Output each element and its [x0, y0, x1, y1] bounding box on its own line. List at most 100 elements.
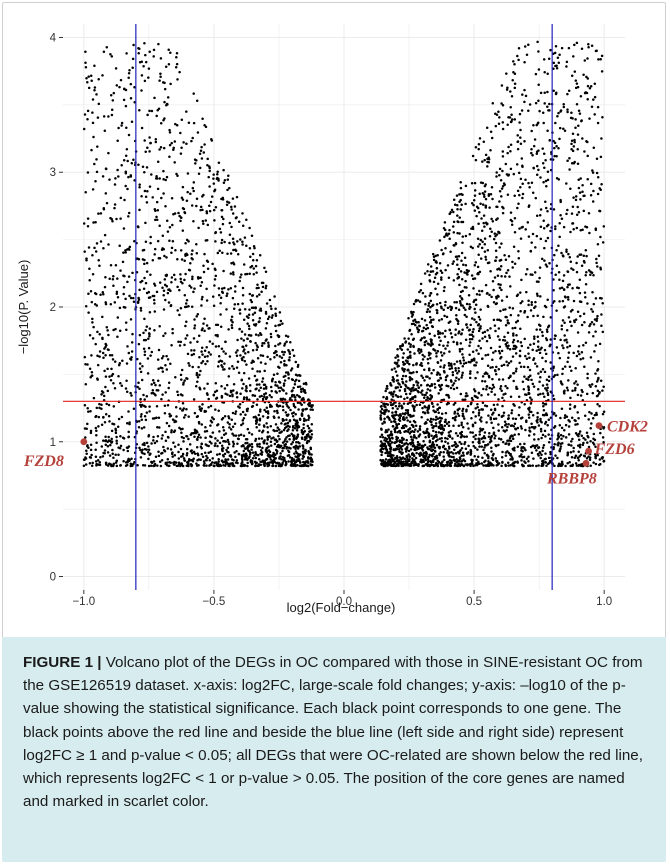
- gene-point: [601, 330, 605, 334]
- gene-point: [283, 359, 286, 363]
- gene-point: [541, 384, 545, 387]
- gene-point: [575, 41, 579, 45]
- gene-point: [509, 439, 513, 443]
- gene-point: [594, 372, 597, 375]
- gene-point: [490, 387, 494, 391]
- gene-point: [391, 424, 395, 428]
- gene-point: [576, 310, 580, 313]
- gene-point: [493, 232, 497, 235]
- gene-point: [549, 361, 552, 364]
- gene-point: [107, 414, 111, 418]
- gene-point: [586, 154, 589, 158]
- gene-point: [479, 257, 483, 260]
- gene-point: [520, 446, 523, 449]
- gene-point: [214, 333, 218, 337]
- gene-point: [287, 406, 291, 409]
- gene-point: [166, 358, 170, 361]
- gene-point: [246, 322, 249, 325]
- gene-point: [166, 291, 170, 295]
- gene-point: [270, 307, 273, 311]
- gene-point: [239, 433, 243, 436]
- gene-point: [165, 285, 169, 288]
- gene-point: [82, 127, 86, 131]
- gene-point: [463, 285, 467, 289]
- gene-point: [494, 329, 497, 333]
- gene-point: [127, 430, 130, 434]
- gene-point: [176, 78, 179, 81]
- gene-point: [398, 344, 402, 348]
- gene-point: [596, 121, 600, 125]
- gene-point: [426, 427, 429, 431]
- gene-point: [518, 121, 521, 124]
- gene-point: [162, 118, 165, 122]
- gene-point: [407, 453, 410, 456]
- gene-point: [278, 355, 282, 358]
- gene-point: [164, 65, 168, 69]
- gene-point: [169, 82, 172, 86]
- gene-point: [537, 99, 540, 102]
- gene-point: [91, 253, 94, 257]
- gene-point: [421, 291, 425, 295]
- gene-point: [403, 443, 406, 446]
- gene-point: [432, 463, 435, 467]
- gene-point: [146, 190, 149, 193]
- gene-point: [114, 453, 117, 457]
- gene-point: [444, 268, 447, 272]
- gene-point: [283, 342, 287, 345]
- gene-point: [184, 324, 187, 328]
- gene-point: [302, 452, 305, 455]
- gene-point: [468, 303, 471, 306]
- gene-point: [154, 383, 157, 387]
- gene-point: [526, 346, 530, 349]
- gene-point: [411, 457, 414, 460]
- gene-point: [565, 65, 568, 68]
- gene-point: [209, 200, 213, 204]
- gene-point: [435, 456, 439, 460]
- gene-point: [405, 442, 408, 445]
- gene-point: [537, 393, 540, 396]
- gene-point: [449, 386, 453, 390]
- gene-point: [127, 76, 130, 79]
- gene-point: [109, 93, 113, 97]
- gene-point: [174, 420, 178, 423]
- gene-point: [598, 342, 602, 346]
- gene-point: [111, 448, 114, 452]
- gene-point: [203, 252, 206, 256]
- gene-point: [487, 157, 491, 161]
- gene-point: [203, 317, 206, 321]
- gene-point: [195, 462, 198, 465]
- gene-point: [566, 285, 569, 289]
- gene-point: [414, 299, 417, 303]
- gene-point: [454, 369, 458, 372]
- gene-point: [117, 375, 120, 378]
- gene-point: [137, 47, 140, 50]
- gene-point: [432, 418, 435, 421]
- gene-point: [555, 144, 558, 148]
- gene-point: [281, 322, 284, 325]
- gene-point: [403, 389, 407, 393]
- gene-point: [432, 443, 436, 446]
- gene-point: [569, 260, 573, 263]
- gene-point: [203, 410, 206, 414]
- gene-point: [207, 397, 210, 401]
- gene-point: [197, 334, 201, 338]
- gene-point: [213, 461, 216, 465]
- gene-point: [430, 372, 433, 375]
- gene-point: [238, 279, 241, 283]
- gene-point: [255, 387, 258, 390]
- gene-point: [436, 464, 440, 468]
- gene-point: [137, 419, 141, 423]
- gene-point: [114, 177, 117, 180]
- gene-point: [453, 443, 456, 447]
- gene-point: [234, 285, 237, 288]
- gene-point: [288, 398, 292, 402]
- gene-point: [246, 427, 250, 431]
- gene-point: [446, 341, 450, 344]
- gene-point: [585, 457, 589, 460]
- gene-point: [252, 267, 256, 270]
- gene-point: [425, 429, 428, 433]
- gene-point: [526, 365, 530, 369]
- gene-point: [583, 261, 586, 264]
- gene-point: [150, 350, 154, 354]
- gene-point: [115, 435, 118, 439]
